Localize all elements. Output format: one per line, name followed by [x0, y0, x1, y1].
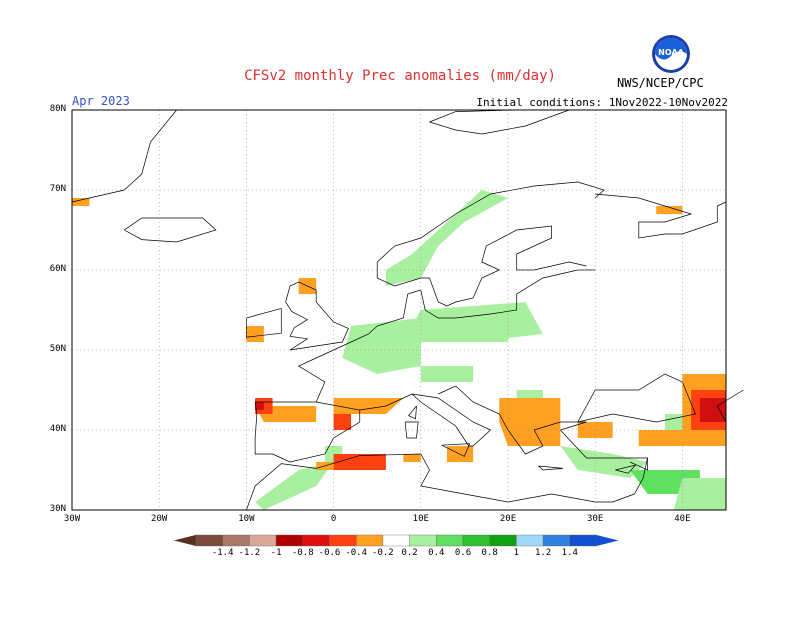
anomaly-patch	[638, 430, 683, 446]
colorbar-label: 1.2	[534, 548, 552, 558]
coastline-segment	[404, 421, 419, 439]
anomaly-patch	[673, 478, 726, 510]
lat-label: 40N	[49, 424, 66, 434]
coastlines	[71, 109, 744, 511]
colorbar-swatch	[409, 534, 437, 547]
colorbar-label: 0.8	[481, 548, 498, 558]
anomaly-patch	[656, 206, 683, 214]
lat-label: 80N	[49, 104, 66, 114]
coastline-segment	[254, 401, 361, 463]
coastline-segment	[615, 464, 637, 474]
lat-label: 30N	[49, 504, 66, 514]
colorbar-swatch	[275, 534, 304, 547]
colorbar-label: 0.2	[401, 548, 418, 558]
colorbar-label: 1	[513, 548, 520, 558]
coastline-segment	[577, 373, 696, 423]
coastline-segment	[246, 453, 635, 511]
anomaly-patch	[333, 398, 404, 414]
coastline-segment	[595, 193, 727, 239]
colorbar	[174, 534, 619, 547]
coastline-segment	[429, 109, 570, 135]
lon-label: 40E	[674, 514, 691, 524]
coastline-segment	[408, 405, 417, 420]
anomaly-patch	[255, 462, 334, 510]
colorbar-swatch	[329, 534, 357, 547]
colorbar-swatch	[302, 534, 330, 547]
colorbar-high-arrow	[596, 535, 619, 546]
colorbar-label: 0.6	[454, 548, 472, 558]
lon-label: 0	[330, 514, 337, 524]
initial-conditions: Initial conditions: 1Nov2022-10Nov2022	[476, 96, 728, 109]
colorbar-swatch	[382, 534, 410, 547]
anomaly-patch	[499, 398, 561, 446]
agency-label: NWS/NCEP/CPC	[617, 76, 704, 90]
coastline-segment	[438, 385, 587, 455]
lat-label: 60N	[49, 264, 66, 274]
map-frame	[71, 109, 727, 511]
colorbar-swatch	[489, 534, 517, 547]
colorbar-swatch	[569, 534, 597, 547]
colorbar-label: -0.6	[318, 548, 341, 558]
chart-title: CFSv2 monthly Prec anomalies (mm/day)	[244, 68, 556, 84]
colorbar-swatch	[516, 534, 544, 547]
lat-label: 50N	[49, 344, 66, 354]
coastline-segment	[377, 225, 587, 307]
colorbar-label: -0.2	[372, 548, 394, 558]
colorbar-swatch	[542, 534, 570, 547]
coastline-segment	[285, 281, 349, 351]
logo-text: NOAA	[658, 48, 684, 57]
coastline-segment	[441, 443, 471, 457]
anomaly-patch	[560, 446, 648, 478]
colorbar-label: -0.8	[291, 548, 314, 558]
lat-lon-grid	[72, 110, 726, 510]
coastline-segment	[634, 457, 648, 495]
colorbar-label: 0.4	[428, 548, 445, 558]
colorbar-label: 1.4	[561, 548, 578, 558]
colorbar-low-arrow	[174, 535, 196, 546]
forecast-month: Apr 2023	[72, 94, 130, 108]
anomaly-patch	[342, 318, 421, 374]
anomaly-cells	[72, 190, 726, 510]
noaa-logo-icon: NOAA	[652, 35, 690, 73]
lon-label: 10W	[238, 514, 255, 524]
anomaly-patch	[72, 198, 90, 206]
anomaly-patch	[403, 454, 421, 462]
colorbar-swatch	[356, 534, 384, 547]
coastline-segment	[124, 217, 217, 243]
colorbar-label: -0.4	[345, 548, 368, 558]
coastline-segment	[359, 393, 492, 447]
anomaly-patch	[333, 454, 386, 470]
lon-label: 30E	[587, 514, 604, 524]
lon-label: 10E	[412, 514, 429, 524]
anomaly-patch	[464, 326, 508, 342]
colorbar-label: -1.2	[238, 548, 261, 558]
anomaly-patch	[246, 326, 264, 342]
colorbar-swatch	[436, 534, 464, 547]
coastline-segment	[246, 308, 282, 338]
anomaly-patch	[255, 402, 264, 410]
colorbar-swatch	[195, 534, 223, 547]
anomaly-patch	[385, 190, 508, 286]
colorbar-label: -1.4	[211, 548, 234, 558]
colorbar-swatch	[462, 534, 490, 547]
lat-label: 70N	[49, 184, 66, 194]
lon-label: 20W	[151, 514, 168, 524]
anomaly-patch	[699, 398, 726, 422]
coastline-segment	[716, 389, 744, 423]
coastline-segment	[376, 181, 605, 278]
lon-label: 20E	[499, 514, 517, 524]
anomaly-patch	[420, 366, 474, 382]
colorbar-label: -1	[270, 548, 282, 558]
coastline-segment	[71, 109, 177, 203]
coastline-segment	[538, 465, 563, 471]
lon-label: 30W	[63, 514, 81, 524]
colorbar-swatch	[222, 534, 250, 547]
anomaly-patch	[333, 414, 352, 430]
colorbar-swatch	[249, 534, 277, 547]
